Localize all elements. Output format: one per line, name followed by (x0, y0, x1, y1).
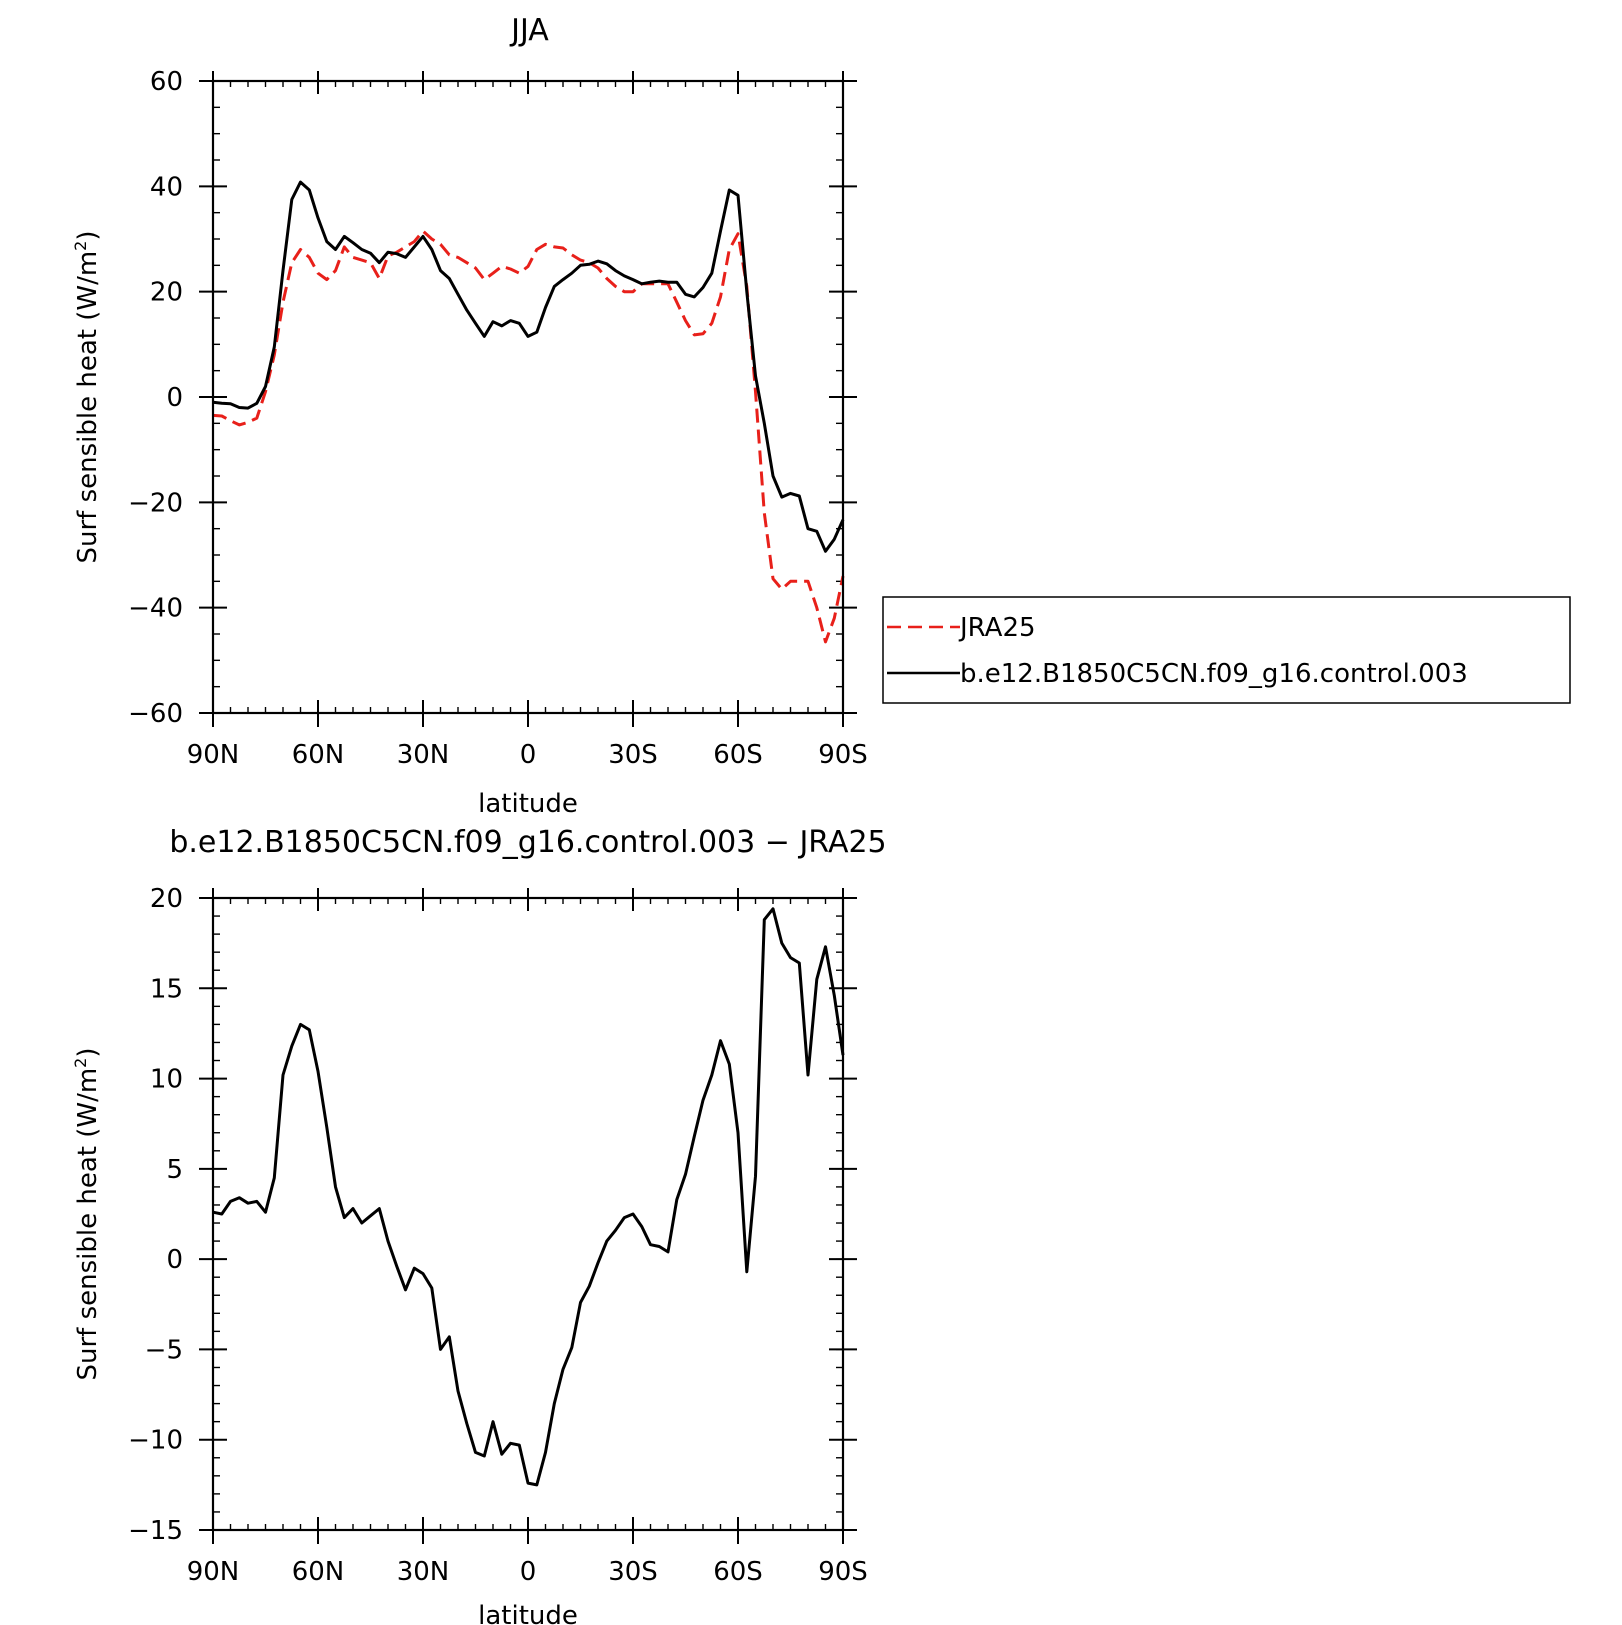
bottom-chart-title: b.e12.B1850C5CN.f09_g16.control.003 − JR… (169, 825, 886, 860)
bottom-series-line-0 (212, 907, 845, 1487)
y-tick-label: −20 (128, 488, 183, 518)
top-series-line-0 (212, 229, 845, 644)
y-tick-label: 20 (150, 278, 183, 308)
y-tick-label: 15 (150, 974, 183, 1004)
y-tick-label: −40 (128, 594, 183, 624)
bottom-chart-ticks: 90N 60N 30N 0 30S 60S 90S 20 15 10 5 0 −5 −10 −15 (128, 884, 868, 1587)
bottom-chart-ylabel-main: Surf sensible heat (W/m (73, 1068, 103, 1381)
y-tick-label: 5 (166, 1155, 183, 1185)
x-tick-label: 60S (713, 1557, 763, 1587)
y-tick-label: 0 (166, 1245, 183, 1275)
top-chart-ylabel-main: Surf sensible heat (W/m (73, 251, 103, 564)
x-tick-label: 60N (292, 1557, 345, 1587)
bottom-chart-ylabel: Surf sensible heat (W/m2) (71, 1047, 103, 1380)
x-tick-label: 30S (608, 740, 658, 770)
y-tick-label: −5 (145, 1335, 183, 1365)
y-tick-label: −60 (128, 699, 183, 729)
legend-label-control: b.e12.B1850C5CN.f09_g16.control.003 (960, 659, 1468, 689)
top-chart-ticks: 90N 60N 30N 0 30S 60S 90S 60 40 20 0 −20 −40 −60 (128, 67, 868, 770)
y-tick-label: −15 (128, 1516, 183, 1546)
y-tick-label: 0 (166, 383, 183, 413)
x-tick-label: 30S (608, 1557, 658, 1587)
x-tick-label: 90N (187, 740, 240, 770)
bottom-chart: b.e12.B1850C5CN.f09_g16.control.003 − JR… (71, 825, 887, 1625)
y-tick-label: 40 (150, 172, 183, 202)
top-chart: JJA 90N 60N 30N 0 30S 60S 90S6040200−20−40−60 … (71, 13, 868, 819)
top-chart-title: JJA (509, 13, 549, 48)
top-chart-ylabel: Surf sensible heat (W/m2) (71, 230, 103, 563)
legend-label-jra25: JRA25 (958, 613, 1036, 643)
bottom-chart-series (212, 907, 845, 1487)
bottom-chart-ylabel-tail: ) (73, 1047, 103, 1057)
legend-box (882, 596, 1571, 704)
x-tick-label: 0 (520, 740, 537, 770)
top-chart-ylabel-sup: 2 (71, 241, 90, 251)
x-tick-label: 60N (292, 740, 345, 770)
bottom-chart-frame (211, 896, 845, 1532)
x-tick-label: 0 (520, 1557, 537, 1587)
x-tick-label: 90S (818, 1557, 868, 1587)
top-chart-frame (211, 79, 845, 715)
y-tick-label: 20 (150, 884, 183, 914)
top-series-line-1 (212, 180, 845, 553)
y-tick-label: −10 (128, 1426, 183, 1456)
x-tick-label: 90N (187, 1557, 240, 1587)
x-tick-label: 90S (818, 740, 868, 770)
y-tick-label: 10 (150, 1065, 183, 1095)
y-tick-label: 60 (150, 67, 183, 97)
x-tick-label: 30N (397, 1557, 450, 1587)
legend: JRA25 b.e12.B1850C5CN.f09_g16.control.00… (882, 596, 1571, 704)
bottom-chart-ylabel-sup: 2 (71, 1058, 90, 1068)
top-chart-xlabel: latitude (478, 789, 578, 819)
top-chart-ylabel-tail: ) (73, 230, 103, 240)
bottom-chart-xlabel: latitude (478, 1601, 578, 1625)
x-tick-label: 30N (397, 740, 450, 770)
top-chart-series (212, 180, 845, 644)
x-tick-label: 60S (713, 740, 763, 770)
